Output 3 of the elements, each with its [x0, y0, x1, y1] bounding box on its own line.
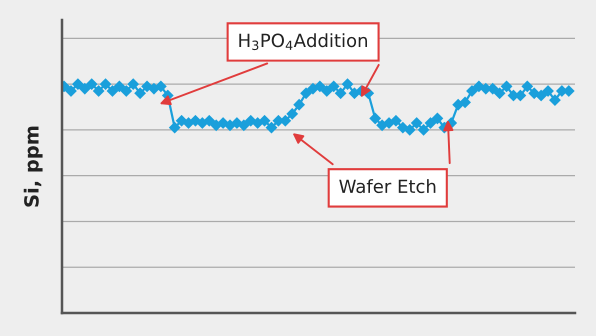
y-axis-title: Si, ppm: [24, 126, 43, 207]
text: H$_{3}$PO$_{4}$Addition: [239, 33, 368, 50]
annotation: Wafer Etch: [339, 179, 436, 194]
